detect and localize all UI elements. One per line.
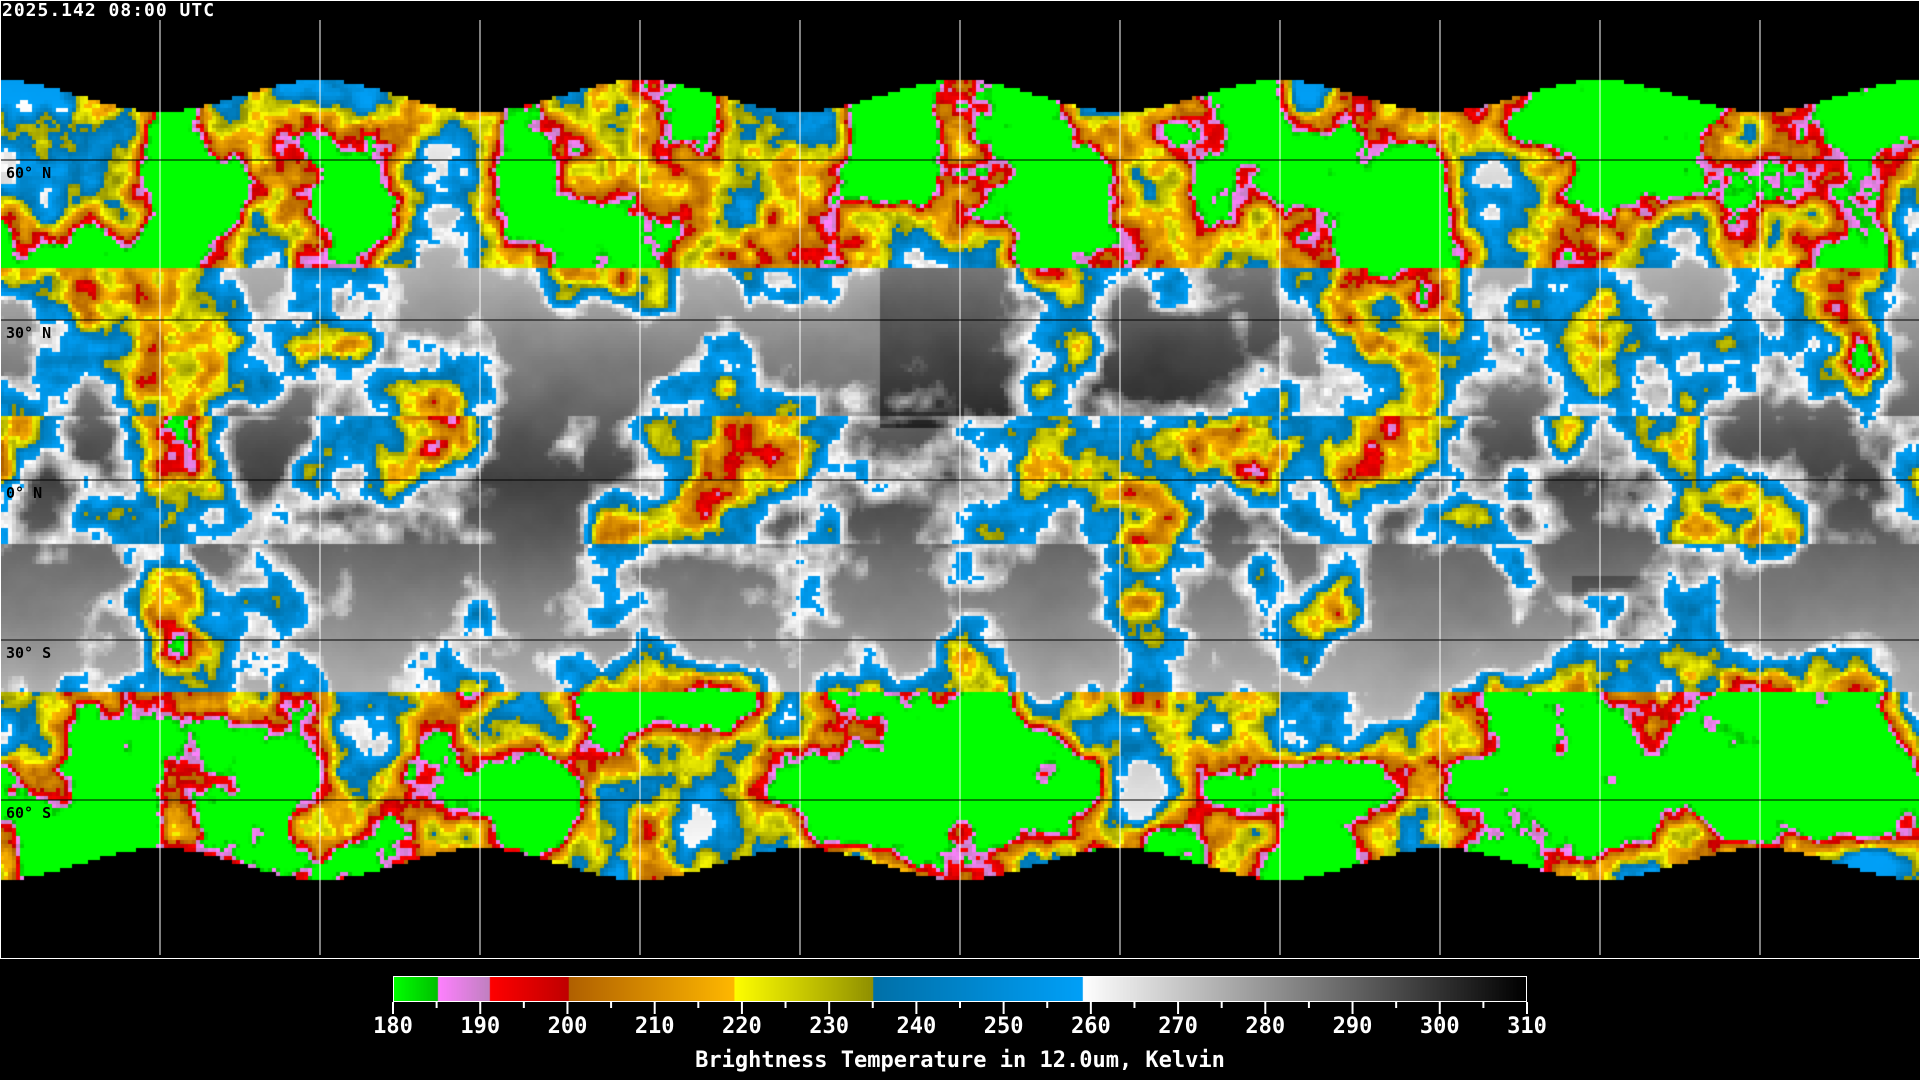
colorbar-tick-label: 210: [634, 1014, 675, 1039]
colorbar-tick-label: 250: [983, 1014, 1024, 1039]
lat-label-0n: 0° N: [6, 484, 43, 502]
lat-label-30n: 30° N: [6, 324, 52, 342]
colorbar-tick-label: 230: [809, 1014, 850, 1039]
colorbar-tick-label: 300: [1419, 1014, 1460, 1039]
timestamp-label: 2025.142 08:00 UTC: [2, 0, 216, 21]
colorbar: [393, 976, 1527, 1002]
lat-lon-grid: [0, 0, 1920, 959]
lat-label-30s: 30° S: [6, 644, 52, 662]
colorbar-tick-label: 310: [1507, 1014, 1547, 1039]
lat-label-60s: 60° S: [6, 804, 52, 822]
colorbar-tick-label: 270: [1158, 1014, 1198, 1039]
lat-label-60n: 60° N: [6, 164, 52, 182]
colorbar-tick-label: 180: [373, 1014, 413, 1039]
colorbar-tick-label: 200: [547, 1014, 588, 1039]
colorbar-tick-label: 190: [460, 1014, 501, 1039]
colorbar-tick-label: 290: [1332, 1014, 1373, 1039]
colorbar-tick-label: 280: [1245, 1014, 1286, 1039]
colorbar-tick-label: 220: [722, 1014, 762, 1039]
colorbar-tick-label: 260: [1070, 1014, 1111, 1039]
colorbar-caption: Brightness Temperature in 12.0um, Kelvin: [695, 1048, 1225, 1073]
colorbar-ticks: [392, 1002, 1528, 1014]
colorbar-tick-label: 240: [896, 1014, 937, 1039]
